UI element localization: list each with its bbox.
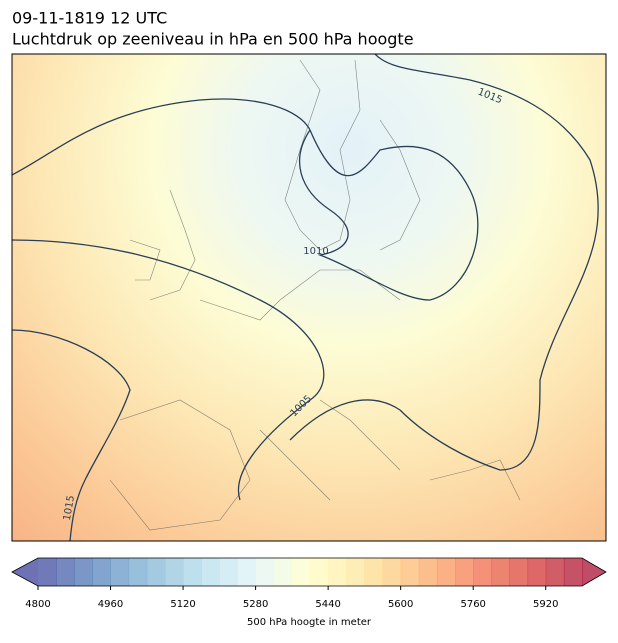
colorbar-segment xyxy=(273,558,293,586)
contour-label: 1010 xyxy=(303,246,328,257)
colorbar-segment xyxy=(201,558,220,586)
colorbar-segment xyxy=(237,558,257,586)
map-background xyxy=(12,54,606,541)
colorbar-segment xyxy=(74,558,93,586)
colorbar-segment xyxy=(183,558,202,586)
colorbar-segment xyxy=(38,558,57,586)
contour-line xyxy=(12,54,599,501)
colorbar-segment xyxy=(491,558,510,586)
colorbar-segment xyxy=(455,558,474,586)
colorbar: 4800 4960 5120 5280 5440 5600 5760 5920 xyxy=(11,557,607,610)
colorbar-tick-label: 5600 xyxy=(388,599,413,610)
colorbar-segment xyxy=(310,558,329,586)
map-frame xyxy=(11,53,607,542)
colorbar-extend-high xyxy=(582,558,606,586)
colorbar-label: 500 hPa hoogte in meter xyxy=(247,617,372,628)
colorbar-segment xyxy=(527,558,547,586)
colorbar-segment xyxy=(110,558,130,586)
colorbar-segment xyxy=(436,558,456,586)
colorbar-segment xyxy=(382,558,402,586)
contour-label: 1015 xyxy=(62,495,77,522)
contour-line xyxy=(12,329,131,541)
colorbar-extend-low xyxy=(12,558,38,586)
colorbar-segment xyxy=(563,558,583,586)
colorbar-segment xyxy=(255,558,275,586)
map: 1015 1010 1005 1015 xyxy=(12,54,606,541)
colorbar-segment xyxy=(328,558,347,586)
colorbar-tick-label: 5120 xyxy=(170,599,195,610)
colorbar-segment xyxy=(346,558,365,586)
colorbar-tick-label: 5760 xyxy=(460,599,485,610)
colorbar-segment xyxy=(128,558,148,586)
colorbar-segment xyxy=(92,558,112,586)
colorbar-segment xyxy=(364,558,384,586)
colorbar-segment xyxy=(400,558,420,586)
colorbar-tick-label: 5440 xyxy=(315,599,340,610)
colorbar-segment xyxy=(164,558,184,586)
colorbar-tick-label: 4960 xyxy=(98,599,123,610)
colorbar-segment xyxy=(545,558,565,586)
colorbar-segment xyxy=(219,558,238,586)
colorbar-segment xyxy=(418,558,438,586)
contour-line xyxy=(12,98,311,176)
colorbar-segment xyxy=(146,558,166,586)
title-description: Luchtdruk op zeeniveau in hPa en 500 hPa… xyxy=(12,30,414,49)
colorbar-segment xyxy=(473,558,492,586)
colorbar-tick-label: 4800 xyxy=(25,599,50,610)
colorbar-segment xyxy=(509,558,529,586)
title-date: 09-11-1819 12 UTC xyxy=(12,9,167,28)
colorbar-segment xyxy=(56,558,75,586)
colorbar-segment xyxy=(291,558,311,586)
colorbar-tick-label: 5280 xyxy=(243,599,268,610)
colorbar-tick-label: 5920 xyxy=(533,599,558,610)
contour-line xyxy=(298,129,479,301)
